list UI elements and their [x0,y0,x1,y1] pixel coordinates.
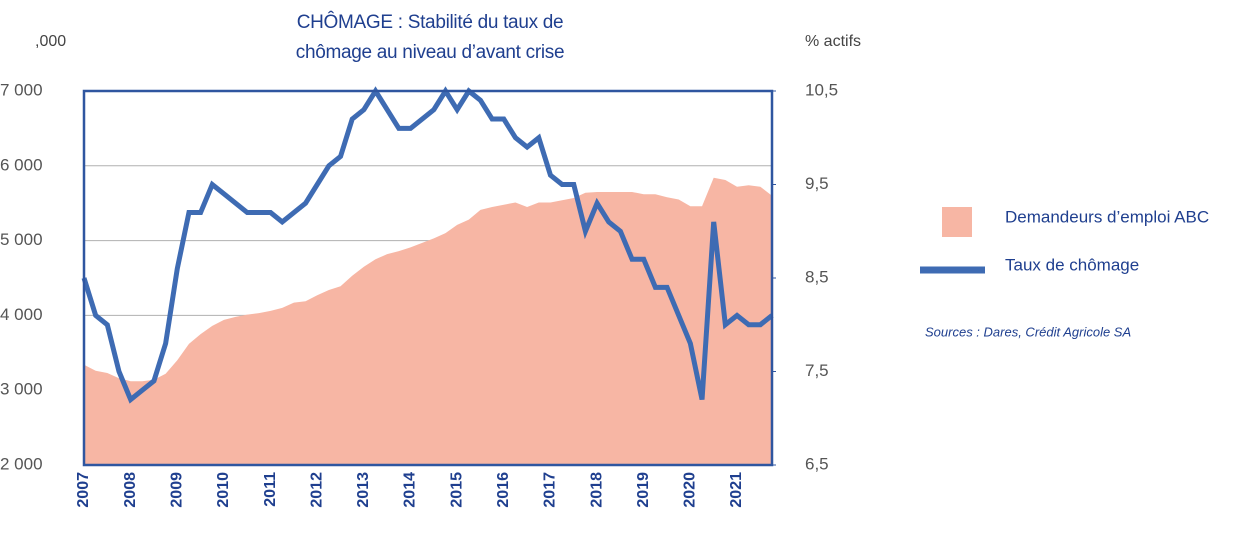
x-tick-label: 2017 [542,472,559,508]
x-tick-label: 2018 [588,472,605,508]
y2-tick-label: 7,5 [805,361,829,380]
text-layer: 2 000 3 000 4 000 5 000 6 000 7 000 6,5 7,5 8,5 9… [0,80,1209,507]
chart-title: CHÔMAGE : Stabilité du taux de chômage a… [295,12,565,63]
legend-swatch [942,207,972,237]
y2-axis-label: % actifs [805,33,861,50]
y-tick-label: 3 000 [0,380,43,399]
x-tick-label: 2010 [215,472,232,508]
y-axis-label: ,000 [35,33,66,50]
x-tick-label: 2009 [169,472,186,508]
x-tick-label: 2013 [355,472,372,508]
frame-layer [82,89,776,467]
line [81,86,774,404]
x-tick-label: 2007 [75,472,92,508]
x-tick-label: 2015 [448,472,465,508]
source: Sources : Dares, Crédit Agricole SA [925,324,1131,339]
y2-tick-label: 10,5 [805,80,838,99]
x-tick-label: 2011 [262,472,279,507]
area-layer [84,177,772,465]
x-tick-label: 2014 [402,472,419,508]
y-tick-label: 6 000 [0,155,43,174]
x-tick-label: 2016 [495,472,512,508]
x-tick-label: 2012 [308,472,325,508]
legend-label: Demandeurs d’emploi ABC [1005,207,1209,226]
area [84,177,772,465]
y-tick-label: 7 000 [0,80,43,99]
x-tick-label: 2008 [122,472,139,508]
x-tick-label: 2019 [635,472,652,508]
x-tick-label: 2020 [682,472,699,508]
y-tick-label: 5 000 [0,230,43,249]
legend-label: Taux de chômage [1005,255,1139,274]
y2-tick-label: 9,5 [805,174,829,193]
y2-tick-label: 8,5 [805,267,829,286]
y-tick-label: 2 000 [0,454,43,473]
line-layer [81,86,774,404]
y2-tick-label: 6,5 [805,454,829,473]
plot-frame [82,89,774,467]
x-tick-label: 2021 [728,472,745,508]
y-tick-label: 4 000 [0,305,43,324]
